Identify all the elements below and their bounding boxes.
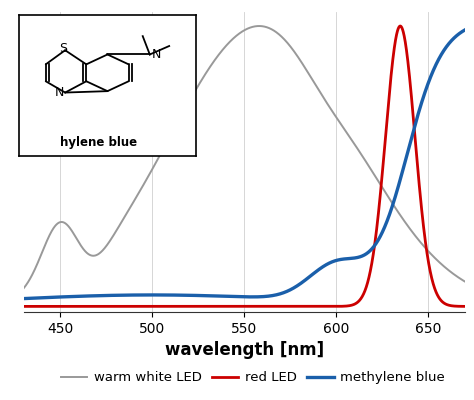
Legend: warm white LED, red LED, methylene blue: warm white LED, red LED, methylene blue bbox=[55, 366, 450, 390]
X-axis label: wavelength [nm]: wavelength [nm] bbox=[164, 341, 324, 359]
